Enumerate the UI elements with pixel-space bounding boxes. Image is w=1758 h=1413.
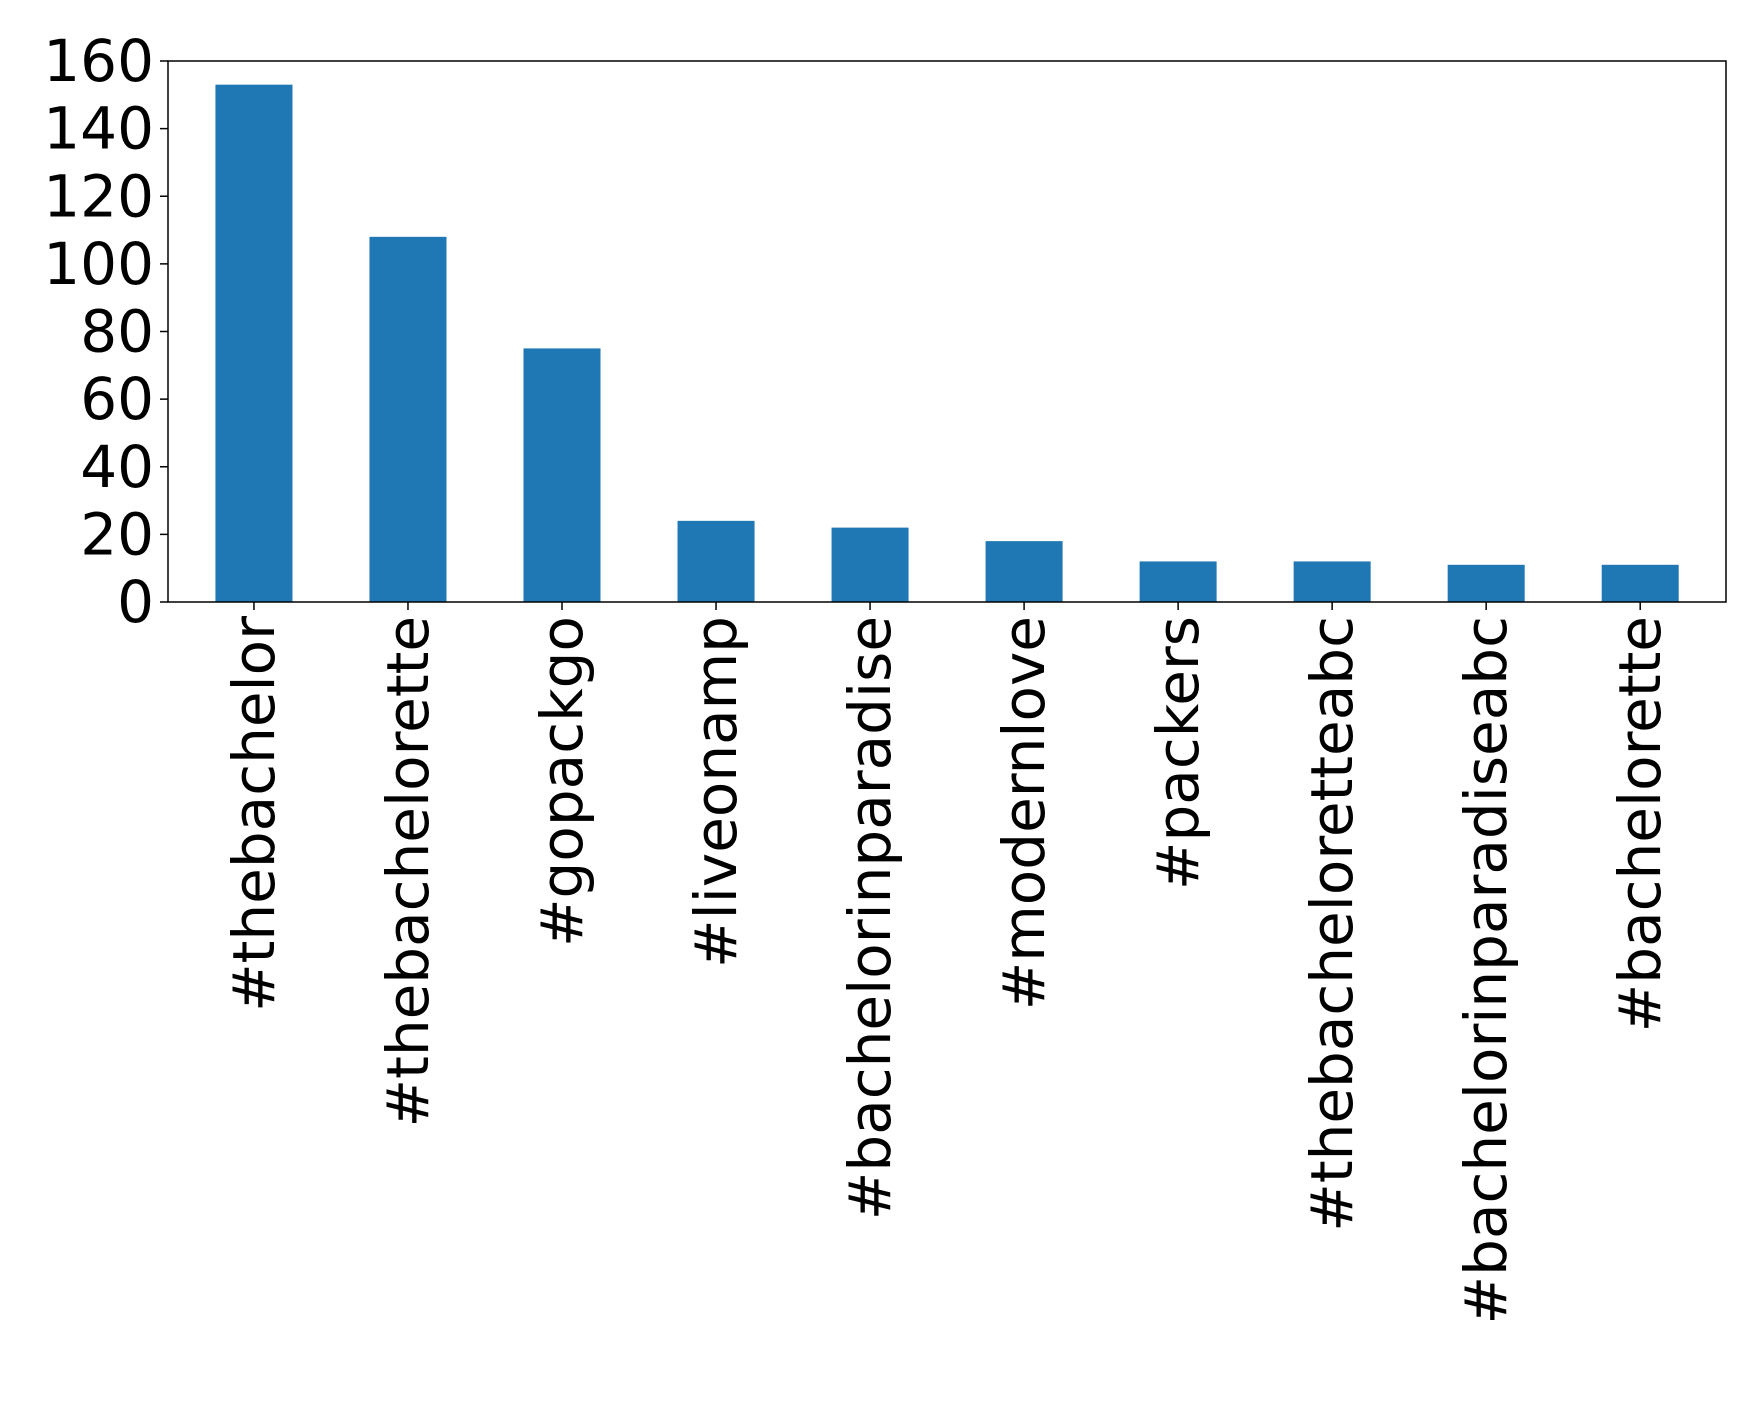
bar-4 — [831, 527, 909, 602]
x-tick-label-8: #bachelorinparadiseabc — [1452, 616, 1520, 1324]
x-tick-label-3: #liveonamp — [682, 616, 750, 968]
bar-5 — [985, 541, 1063, 602]
bar-0 — [215, 84, 293, 602]
y-tick-label-2: 40 — [80, 433, 154, 501]
x-axis: #thebachelor #thebachelorette #gopackgo #li… — [220, 602, 1674, 1324]
bar-9 — [1601, 564, 1679, 602]
bar-1 — [369, 236, 447, 602]
y-tick-label-7: 140 — [43, 95, 154, 163]
y-tick-label-5: 100 — [43, 230, 154, 298]
x-tick-label-9: #bachelorette — [1606, 616, 1674, 1032]
bar-2 — [523, 348, 601, 602]
x-tick-label-5: #modernlove — [990, 616, 1058, 1010]
x-tick-label-1: #thebachelorette — [374, 616, 442, 1128]
y-tick-label-0: 0 — [117, 568, 154, 636]
bar-6 — [1139, 561, 1217, 602]
y-tick-label-1: 20 — [80, 500, 154, 568]
bar-3 — [677, 520, 755, 602]
bar-7 — [1293, 561, 1371, 602]
y-tick-label-3: 60 — [80, 365, 154, 433]
x-tick-label-0: #thebachelor — [220, 616, 288, 1012]
x-tick-label-6: #packers — [1144, 616, 1212, 890]
x-tick-label-7: #thebacheloretteabc — [1298, 616, 1366, 1232]
bar-8 — [1447, 564, 1525, 602]
bars-group — [215, 84, 1679, 602]
y-tick-label-8: 160 — [43, 27, 154, 95]
x-tick-label-4: #bachelorinparadise — [836, 616, 904, 1220]
x-tick-label-2: #gopackgo — [528, 616, 596, 947]
plot-frame — [167, 60, 1727, 603]
y-tick-label-4: 80 — [80, 298, 154, 366]
y-tick-label-6: 120 — [43, 162, 154, 230]
